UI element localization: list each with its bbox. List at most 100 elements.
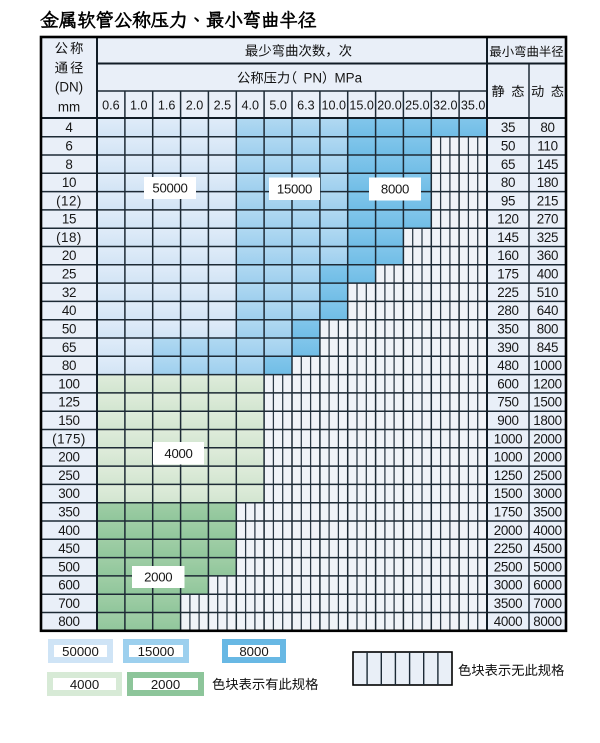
svg-text:1250: 1250 bbox=[494, 468, 523, 483]
svg-text:2500: 2500 bbox=[533, 468, 562, 483]
svg-text:8000: 8000 bbox=[533, 614, 562, 629]
svg-text:360: 360 bbox=[537, 248, 558, 263]
svg-text:1200: 1200 bbox=[533, 376, 562, 391]
svg-text:150: 150 bbox=[58, 413, 79, 428]
svg-text:600: 600 bbox=[497, 376, 518, 391]
svg-text:8000: 8000 bbox=[381, 182, 409, 197]
svg-text:2000: 2000 bbox=[494, 523, 523, 538]
svg-text:15: 15 bbox=[62, 212, 76, 227]
svg-text:750: 750 bbox=[497, 395, 518, 410]
svg-text:2250: 2250 bbox=[494, 541, 523, 556]
svg-text:65: 65 bbox=[62, 340, 76, 355]
svg-text:350: 350 bbox=[497, 322, 518, 337]
svg-text:160: 160 bbox=[497, 248, 518, 263]
svg-text:6000: 6000 bbox=[533, 578, 562, 593]
svg-text:50000: 50000 bbox=[152, 181, 187, 196]
svg-text:400: 400 bbox=[537, 267, 558, 282]
svg-text:(12): (12) bbox=[56, 193, 82, 208]
svg-text:400: 400 bbox=[58, 523, 79, 538]
svg-text:40: 40 bbox=[62, 303, 76, 318]
svg-text:250: 250 bbox=[58, 468, 79, 483]
svg-text:900: 900 bbox=[497, 413, 518, 428]
svg-text:270: 270 bbox=[537, 212, 558, 227]
svg-text:200: 200 bbox=[58, 450, 79, 465]
svg-text:2500: 2500 bbox=[494, 559, 523, 574]
svg-text:2.0: 2.0 bbox=[186, 99, 204, 113]
svg-text:145: 145 bbox=[497, 230, 518, 245]
svg-text:6: 6 bbox=[65, 139, 72, 154]
svg-text:3500: 3500 bbox=[494, 596, 523, 611]
svg-text:80: 80 bbox=[62, 358, 76, 373]
svg-text:0.6: 0.6 bbox=[102, 99, 120, 113]
svg-text:MPa: MPa bbox=[335, 71, 363, 86]
svg-text:4000: 4000 bbox=[533, 523, 562, 538]
svg-text:180: 180 bbox=[537, 175, 558, 190]
svg-text:145: 145 bbox=[537, 157, 558, 172]
svg-text:800: 800 bbox=[58, 614, 79, 629]
svg-text:10: 10 bbox=[62, 175, 76, 190]
svg-text:110: 110 bbox=[537, 139, 557, 154]
svg-text:1000: 1000 bbox=[533, 358, 562, 373]
svg-text:175: 175 bbox=[497, 267, 518, 282]
svg-text:32.0: 32.0 bbox=[433, 99, 458, 113]
svg-text:4: 4 bbox=[65, 120, 73, 135]
svg-text:20.0: 20.0 bbox=[377, 99, 402, 113]
svg-text:8000: 8000 bbox=[239, 644, 268, 659]
svg-text:1500: 1500 bbox=[494, 486, 523, 501]
svg-text:350: 350 bbox=[58, 505, 79, 520]
svg-text:15000: 15000 bbox=[277, 181, 312, 196]
svg-text:15.0: 15.0 bbox=[349, 99, 374, 113]
svg-text:480: 480 bbox=[497, 358, 518, 373]
svg-text:100: 100 bbox=[58, 376, 79, 391]
svg-text:1000: 1000 bbox=[494, 431, 523, 446]
svg-text:390: 390 bbox=[497, 340, 518, 355]
svg-text:35.0: 35.0 bbox=[461, 99, 486, 113]
svg-text:50: 50 bbox=[501, 139, 515, 154]
svg-text:PN: PN bbox=[304, 71, 323, 86]
svg-text:80: 80 bbox=[540, 120, 554, 135]
svg-text:845: 845 bbox=[537, 340, 558, 355]
svg-text:50000: 50000 bbox=[62, 644, 99, 659]
svg-text:1000: 1000 bbox=[494, 450, 523, 465]
svg-text:4000: 4000 bbox=[494, 614, 523, 629]
svg-text:325: 325 bbox=[537, 230, 558, 245]
svg-text:640: 640 bbox=[537, 303, 558, 318]
svg-text:450: 450 bbox=[58, 541, 79, 556]
svg-text:mm: mm bbox=[58, 100, 80, 115]
svg-text:8: 8 bbox=[65, 157, 72, 172]
svg-text:280: 280 bbox=[497, 303, 518, 318]
svg-text:300: 300 bbox=[58, 486, 79, 501]
svg-text:125: 125 bbox=[58, 395, 79, 410]
svg-text:4.0: 4.0 bbox=[241, 99, 259, 113]
svg-text:600: 600 bbox=[58, 578, 79, 593]
svg-text:500: 500 bbox=[58, 559, 79, 574]
svg-text:700: 700 bbox=[58, 596, 79, 611]
svg-text:2000: 2000 bbox=[533, 431, 562, 446]
svg-text:15000: 15000 bbox=[138, 644, 175, 659]
svg-text:35: 35 bbox=[501, 120, 515, 135]
svg-text:32: 32 bbox=[62, 285, 76, 300]
svg-text:225: 225 bbox=[497, 285, 518, 300]
svg-text:95: 95 bbox=[501, 193, 515, 208]
svg-text:25: 25 bbox=[62, 267, 76, 282]
svg-text:2.5: 2.5 bbox=[214, 99, 232, 113]
svg-text:1.6: 1.6 bbox=[158, 99, 176, 113]
svg-text:7000: 7000 bbox=[533, 596, 562, 611]
svg-text:3000: 3000 bbox=[533, 486, 562, 501]
svg-text:215: 215 bbox=[537, 193, 558, 208]
svg-text:50: 50 bbox=[62, 322, 76, 337]
svg-text:80: 80 bbox=[501, 175, 515, 190]
svg-text:800: 800 bbox=[537, 322, 558, 337]
svg-text:6.3: 6.3 bbox=[297, 99, 315, 113]
svg-text:(18): (18) bbox=[56, 230, 82, 245]
svg-text:1500: 1500 bbox=[533, 395, 562, 410]
svg-text:20: 20 bbox=[62, 248, 76, 263]
svg-text:3000: 3000 bbox=[494, 578, 523, 593]
svg-text:65: 65 bbox=[501, 157, 515, 172]
svg-text:10.0: 10.0 bbox=[322, 99, 347, 113]
svg-text:2000: 2000 bbox=[144, 570, 172, 585]
svg-text:5.0: 5.0 bbox=[269, 99, 287, 113]
svg-text:4000: 4000 bbox=[164, 446, 192, 461]
svg-text:25.0: 25.0 bbox=[405, 99, 430, 113]
svg-text:(DN): (DN) bbox=[55, 80, 83, 95]
